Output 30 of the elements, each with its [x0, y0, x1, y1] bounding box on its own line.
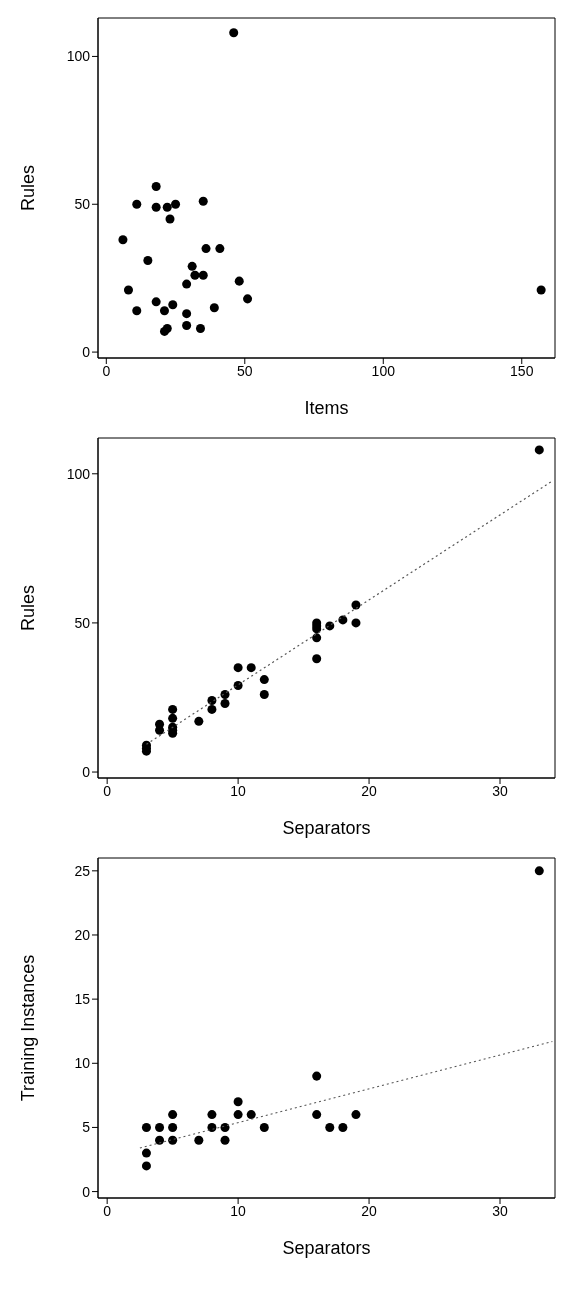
x-tick-label: 10	[230, 1202, 247, 1219]
x-tick-label: 0	[103, 1202, 112, 1219]
y-tick-label: 0	[82, 1183, 91, 1200]
y-tick-label: 10	[74, 1055, 91, 1072]
y-tick-label: 50	[74, 614, 91, 631]
y-tick-label: 100	[66, 465, 91, 482]
x-axis-title: Items	[304, 398, 349, 418]
y-axis-title: Training Instances	[18, 954, 39, 1102]
y-tick-label: 20	[74, 926, 91, 943]
y-tick-label: 0	[82, 344, 91, 361]
x-axis-title: Separators	[282, 818, 371, 838]
y-tick-label: 5	[82, 1119, 91, 1136]
y-axis-title: Rules	[18, 164, 39, 212]
x-tick-label: 150	[510, 362, 534, 379]
y-tick-label: 100	[66, 48, 91, 65]
x-tick-label: 100	[371, 362, 396, 379]
x-tick-label: 0	[102, 362, 111, 379]
y-tick-label: 25	[74, 862, 91, 879]
x-axis-title: Separators	[282, 1238, 371, 1258]
x-tick-label: 0	[103, 782, 112, 799]
y-tick-label: 15	[74, 991, 91, 1008]
x-tick-label: 10	[230, 782, 247, 799]
x-tick-label: 20	[361, 1202, 378, 1219]
x-tick-label: 30	[492, 782, 508, 799]
y-axis-title: Rules	[18, 584, 39, 632]
y-tick-label: 50	[74, 196, 91, 213]
x-tick-label: 50	[237, 362, 253, 379]
x-tick-label: 30	[492, 1202, 508, 1219]
x-tick-label: 20	[361, 782, 378, 799]
y-tick-label: 0	[82, 764, 91, 781]
